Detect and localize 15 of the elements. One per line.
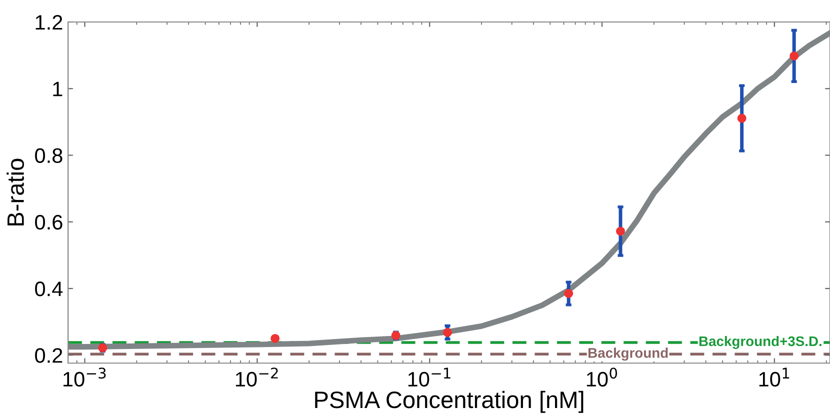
x-axis-title: PSMA Concentration [nM] (315, 390, 584, 413)
ref-line-label: Background+3S.D. (699, 336, 822, 349)
x-tick-label: 10$^{−3}$ (64, 368, 106, 387)
x-tick-label: 10$^{0}$ (586, 368, 618, 387)
x-tick-label: 10$^{1}$ (759, 368, 790, 387)
ref-line-label: Background (588, 348, 668, 361)
y-axis-title: B-ratio (6, 158, 24, 226)
y-tick-label: 0.4 (35, 282, 63, 296)
y-tick-label: 0.8 (35, 148, 62, 164)
y-tick-label: 1.2 (36, 14, 62, 30)
x-tick-label: 10$^{−2}$ (236, 368, 278, 387)
y-tick-label: 0.6 (35, 214, 62, 230)
y-tick-label: 0.2 (35, 348, 62, 363)
y-tick-label: 1 (53, 82, 62, 96)
x-tick-label: 10$^{−1}$ (408, 368, 450, 387)
